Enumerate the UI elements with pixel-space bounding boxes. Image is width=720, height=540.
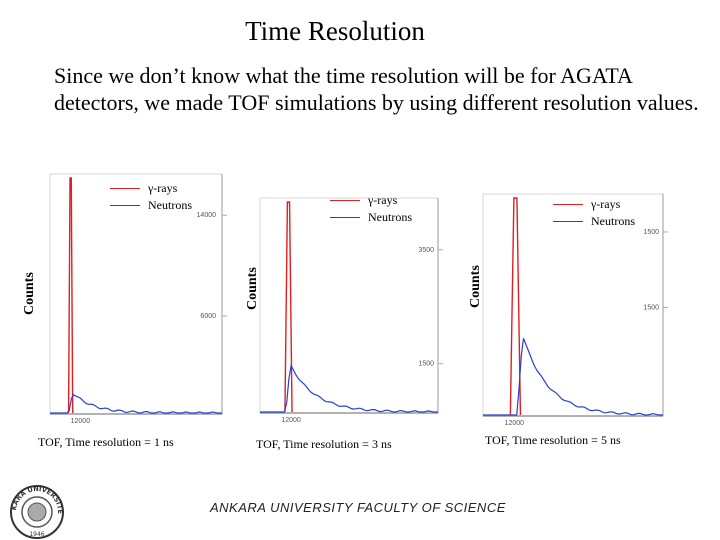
legend-swatch-neutron <box>553 221 583 222</box>
y-tick-label: 1500 <box>643 304 659 311</box>
x-axis-label: TOF, Time resolution = 5 ns <box>485 433 621 447</box>
chart-legend: γ-rays Neutrons <box>330 192 412 226</box>
gamma-peak-series <box>509 197 522 416</box>
page-title: Time Resolution <box>245 16 425 46</box>
legend-swatch-neutron <box>110 205 140 206</box>
y-axis-label: Counts <box>468 265 483 308</box>
university-seal-logo: ANKARA ÜNİVERSİTESİ 1946 <box>4 484 64 539</box>
neutron-series <box>260 363 438 413</box>
gamma-peak-series <box>67 177 74 414</box>
x-axis-label: TOF, Time resolution = 3 ns <box>256 437 392 451</box>
gamma-peak-series <box>284 201 293 413</box>
y-tick-label: 1500 <box>418 361 434 368</box>
chart-panel-1ns: 14000 6000 12000 γ-rays Neutrons Counts TO… <box>10 160 240 460</box>
y-tick-label: 6000 <box>200 313 216 320</box>
x-tick-label: 12000 <box>505 420 525 427</box>
legend-label-neutron: Neutrons <box>148 198 192 212</box>
neutron-series <box>50 393 222 414</box>
x-tick-label: 12000 <box>281 417 301 424</box>
chart-panel-3ns: 3500 1500 12000 γ-rays Neutrons Counts TOF… <box>242 160 472 460</box>
legend-swatch-gamma <box>330 200 360 201</box>
chart-legend: γ-rays Neutrons <box>110 180 192 214</box>
chart-svg: 14000 6000 12000 <box>49 173 227 425</box>
neutron-series <box>483 338 663 416</box>
legend-label-gamma: γ-rays <box>148 181 178 195</box>
y-tick-label: 1500 <box>643 229 659 236</box>
legend-label-neutron: Neutrons <box>368 210 412 224</box>
y-tick-label: 3500 <box>418 247 434 254</box>
chart-svg: 3500 1500 12000 <box>259 197 443 424</box>
y-axis-label: Counts <box>245 267 260 310</box>
legend-label-gamma: γ-rays <box>591 197 621 211</box>
y-axis-label: Counts <box>22 272 37 315</box>
legend-swatch-gamma <box>110 188 140 189</box>
chart-svg: 1500 1500 12000 <box>482 193 668 427</box>
x-tick-label: 12000 <box>71 418 91 425</box>
intro-text: Since we don’t know what the time resolu… <box>54 63 699 115</box>
legend-label-neutron: Neutrons <box>591 214 635 228</box>
footer-text: ANKARA UNIVERSITY FACULTY OF SCIENCE <box>210 500 506 515</box>
x-axis-label: TOF, Time resolution = 1 ns <box>38 435 174 449</box>
legend-swatch-gamma <box>553 204 583 205</box>
chart-panel-5ns: 1500 1500 12000 γ-rays Neutrons Counts TOF… <box>465 160 695 460</box>
logo-year: 1946 <box>29 531 44 538</box>
legend-label-gamma: γ-rays <box>368 193 398 207</box>
legend-swatch-neutron <box>330 217 360 218</box>
chart-legend: γ-rays Neutrons <box>553 196 635 230</box>
y-tick-label: 14000 <box>197 212 217 219</box>
